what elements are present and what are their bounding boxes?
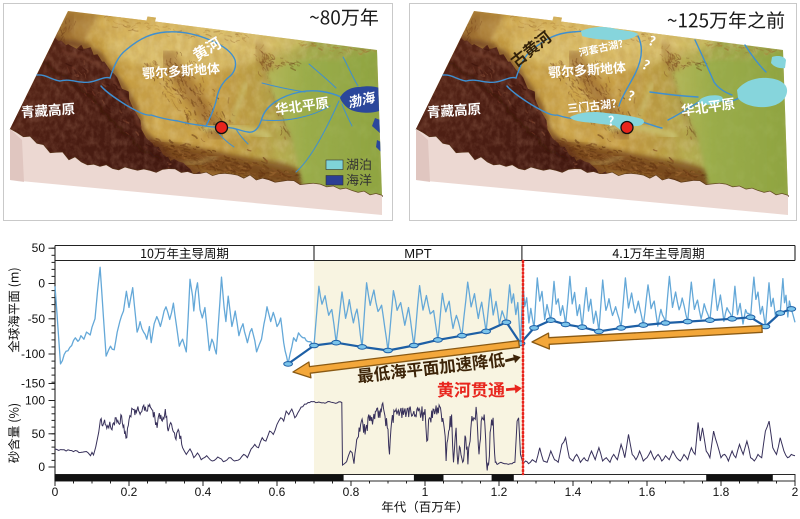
svg-text:0.6: 0.6 xyxy=(269,485,286,499)
svg-text:-100: -100 xyxy=(21,347,45,361)
svg-text:0: 0 xyxy=(52,485,59,499)
svg-text:1: 1 xyxy=(422,485,429,499)
svg-text:100: 100 xyxy=(25,394,45,408)
svg-text:1.2: 1.2 xyxy=(491,485,508,499)
svg-text:1.4: 1.4 xyxy=(565,485,582,499)
svg-text:1.6: 1.6 xyxy=(639,485,656,499)
svg-text:2: 2 xyxy=(792,485,799,499)
svg-text:MPT: MPT xyxy=(404,246,432,261)
svg-text:50: 50 xyxy=(32,241,46,255)
svg-text:-50: -50 xyxy=(28,312,46,326)
svg-text:0.2: 0.2 xyxy=(121,485,138,499)
svg-text:50: 50 xyxy=(32,427,46,441)
svg-text:-150: -150 xyxy=(21,377,45,391)
svg-text:0.4: 0.4 xyxy=(195,485,212,499)
svg-text:0.8: 0.8 xyxy=(343,485,360,499)
svg-text:0: 0 xyxy=(38,277,45,291)
svg-text:0: 0 xyxy=(38,460,45,474)
svg-text:1.8: 1.8 xyxy=(713,485,730,499)
